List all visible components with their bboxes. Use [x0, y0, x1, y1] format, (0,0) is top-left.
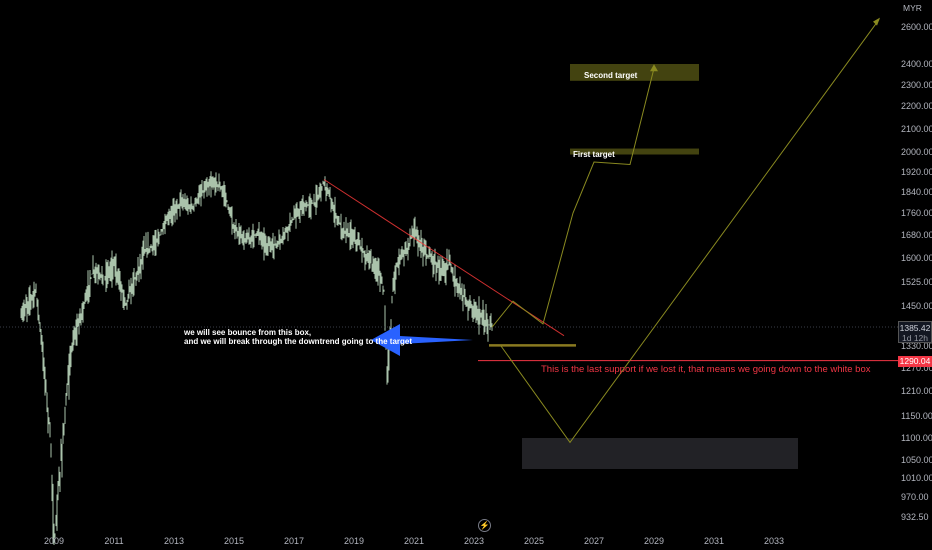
y-tick-label: 1210.00: [901, 386, 932, 396]
x-tick-label: 2015: [224, 536, 244, 546]
y-tick-label: 1100.00: [901, 433, 932, 443]
bounce-annotation-line1: we will see bounce from this box,: [183, 328, 311, 337]
x-tick-label: 2019: [344, 536, 364, 546]
y-tick-label: 1450.00: [901, 301, 932, 311]
y-tick-label: 1840.00: [901, 187, 932, 197]
second-target-box: [570, 64, 699, 81]
annotation-texts: we will see bounce from this box, and we…: [183, 71, 871, 375]
y-tick-label: 1150.00: [901, 411, 932, 421]
y-tick-label: 2000.00: [901, 147, 932, 157]
support-price-badge: 1290.04: [898, 356, 932, 367]
y-tick-label: 932.50: [901, 512, 929, 522]
y-tick-label: 2300.00: [901, 80, 932, 90]
y-tick-label: 970.00: [901, 492, 929, 502]
x-tick-label: 2011: [104, 536, 123, 546]
drawing-overlays: [0, 17, 898, 469]
white-box: [522, 438, 798, 469]
x-tick-label: 2009: [44, 536, 64, 546]
last-price-value: 1385.42: [899, 323, 931, 333]
x-tick-label: 2029: [644, 536, 664, 546]
y-tick-label: 2600.00: [901, 22, 932, 32]
first-target-label: First target: [573, 150, 615, 159]
y-tick-label: 1050.00: [901, 455, 932, 465]
second-target-label: Second target: [584, 71, 638, 80]
x-tick-label: 2023: [464, 536, 484, 546]
x-tick-label: 2027: [584, 536, 604, 546]
y-tick-label: 1920.00: [901, 167, 932, 177]
last-price-badge: 1385.42 1d 12h: [898, 321, 932, 343]
y-tick-label: 1010.00: [901, 473, 932, 483]
currency-label: MYR: [903, 3, 922, 13]
lightning-icon[interactable]: ⚡: [478, 519, 491, 532]
y-tick-label: 2400.00: [901, 59, 932, 69]
x-tick-label: 2031: [704, 536, 724, 546]
first-target-box: [570, 148, 699, 155]
bearish-projection-path: [500, 19, 880, 444]
y-tick-label: 2200.00: [901, 101, 932, 111]
x-tick-label: 2021: [404, 536, 424, 546]
x-tick-label: 2013: [164, 536, 184, 546]
x-tick-label: 2025: [524, 536, 544, 546]
y-axis: 2600.00 2400.00 2300.00 2200.00 2100.00 2000.…: [901, 22, 932, 522]
y-tick-label: 1600.00: [901, 253, 932, 263]
bearish-arrowhead: [873, 17, 880, 26]
projection-arrowhead: [650, 64, 658, 72]
y-tick-label: 2100.00: [901, 124, 932, 134]
y-tick-label: 1680.00: [901, 230, 932, 240]
y-tick-label: 1270.00: [901, 363, 932, 373]
x-tick-label: 2033: [764, 536, 784, 546]
y-tick-label: 1760.00: [901, 208, 932, 218]
y-tick-label: 1330.00: [901, 341, 932, 351]
bounce-annotation-line2: and we will break through the downtrend …: [184, 337, 412, 346]
bullish-projection-path: [491, 68, 655, 328]
bounce-arrow: [371, 324, 473, 356]
x-axis: 2009 2011 2013 2015 2017 2019 2021 2023 2025 2027…: [44, 536, 784, 546]
support-annotation: This is the last support if we lost it, …: [541, 364, 871, 375]
bar-countdown: 1d 12h: [902, 333, 928, 343]
y-tick-label: 1525.00: [901, 277, 932, 287]
candle-series: [20, 171, 493, 545]
x-tick-label: 2017: [284, 536, 304, 546]
